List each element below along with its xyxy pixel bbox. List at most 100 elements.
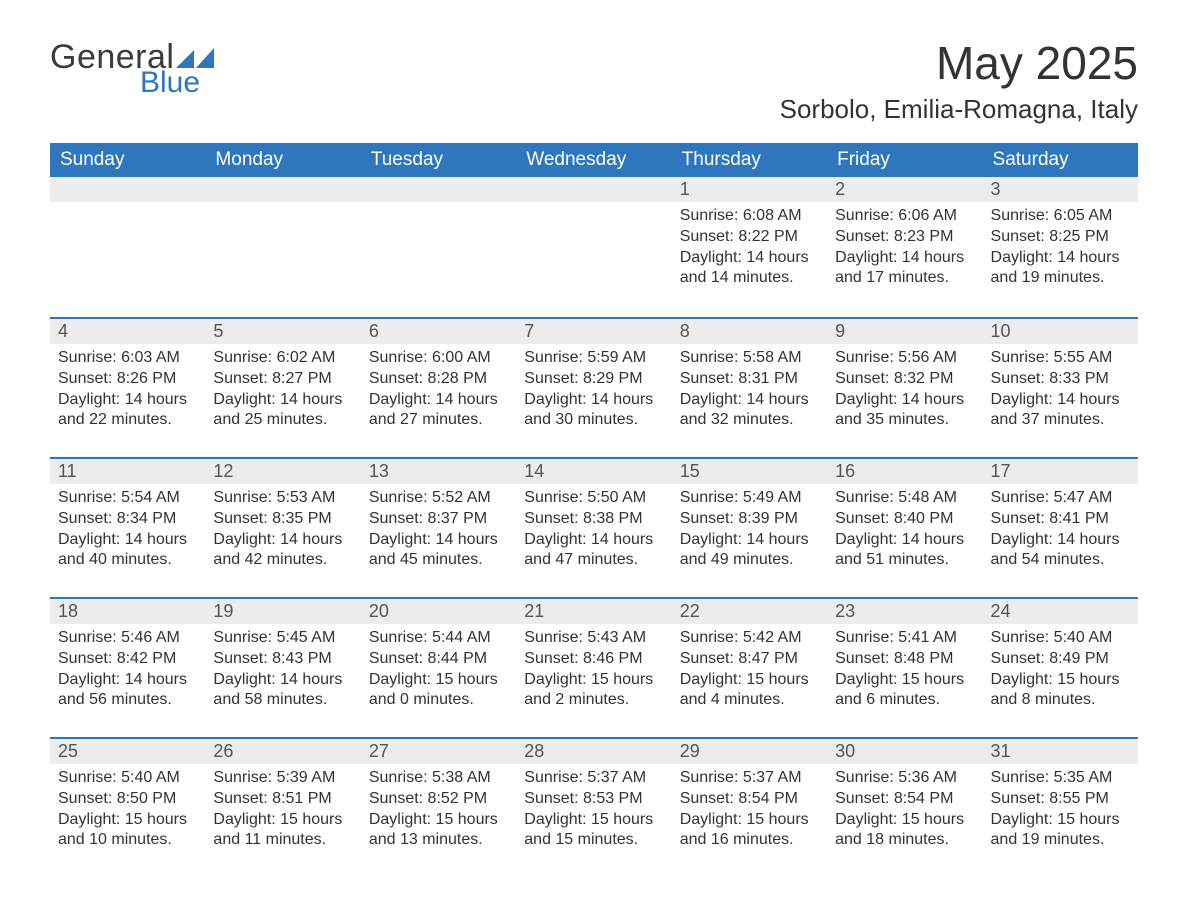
calendar-day-cell: 10Sunrise: 5:55 AMSunset: 8:33 PMDayligh… [983,317,1138,457]
daylight-text: and 19 minutes. [991,830,1130,851]
calendar-day-cell: 5Sunrise: 6:02 AMSunset: 8:27 PMDaylight… [205,317,360,457]
sunrise-text: Sunrise: 5:50 AM [524,488,663,509]
sunrise-text: Sunrise: 5:48 AM [835,488,974,509]
weekday-header: Wednesday [516,143,671,177]
weekday-header: Saturday [983,143,1138,177]
weekday-header: Monday [205,143,360,177]
day-number: 17 [983,457,1138,484]
brand-word-2: Blue [140,68,214,98]
day-number [361,177,516,202]
daylight-text: Daylight: 14 hours [58,530,197,551]
daylight-text: and 8 minutes. [991,690,1130,711]
sunset-text: Sunset: 8:29 PM [524,369,663,390]
day-details [205,202,360,212]
day-details: Sunrise: 5:59 AMSunset: 8:29 PMDaylight:… [516,344,671,437]
day-number: 21 [516,597,671,624]
day-details: Sunrise: 5:43 AMSunset: 8:46 PMDaylight:… [516,624,671,717]
daylight-text: Daylight: 14 hours [524,390,663,411]
daylight-text: Daylight: 14 hours [213,390,352,411]
day-number: 24 [983,597,1138,624]
daylight-text: and 27 minutes. [369,410,508,431]
calendar-page: General Blue May 2025 Sorbolo, Emilia-Ro… [0,0,1188,907]
day-details: Sunrise: 5:48 AMSunset: 8:40 PMDaylight:… [827,484,982,577]
day-details: Sunrise: 6:00 AMSunset: 8:28 PMDaylight:… [361,344,516,437]
day-number: 18 [50,597,205,624]
daylight-text: and 56 minutes. [58,690,197,711]
daylight-text: and 47 minutes. [524,550,663,571]
day-details: Sunrise: 5:56 AMSunset: 8:32 PMDaylight:… [827,344,982,437]
sunrise-text: Sunrise: 5:35 AM [991,768,1130,789]
month-title: May 2025 [780,40,1138,86]
sunset-text: Sunset: 8:34 PM [58,509,197,530]
sunrise-text: Sunrise: 5:40 AM [58,768,197,789]
daylight-text: and 14 minutes. [680,268,819,289]
daylight-text: Daylight: 14 hours [369,530,508,551]
weekday-header: Tuesday [361,143,516,177]
calendar-week-row: 18Sunrise: 5:46 AMSunset: 8:42 PMDayligh… [50,597,1138,737]
calendar-day-cell: 19Sunrise: 5:45 AMSunset: 8:43 PMDayligh… [205,597,360,737]
calendar-week-row: 1Sunrise: 6:08 AMSunset: 8:22 PMDaylight… [50,177,1138,317]
calendar-day-cell: 28Sunrise: 5:37 AMSunset: 8:53 PMDayligh… [516,737,671,877]
daylight-text: Daylight: 15 hours [213,810,352,831]
sunset-text: Sunset: 8:43 PM [213,649,352,670]
daylight-text: and 17 minutes. [835,268,974,289]
calendar-empty-cell [205,177,360,317]
sunrise-text: Sunrise: 5:47 AM [991,488,1130,509]
day-number: 28 [516,737,671,764]
sunset-text: Sunset: 8:25 PM [991,227,1130,248]
day-number: 10 [983,317,1138,344]
daylight-text: Daylight: 14 hours [835,248,974,269]
sunset-text: Sunset: 8:26 PM [58,369,197,390]
calendar-day-cell: 16Sunrise: 5:48 AMSunset: 8:40 PMDayligh… [827,457,982,597]
daylight-text: Daylight: 14 hours [58,390,197,411]
location-subtitle: Sorbolo, Emilia-Romagna, Italy [780,94,1138,125]
sunset-text: Sunset: 8:23 PM [835,227,974,248]
calendar-day-cell: 30Sunrise: 5:36 AMSunset: 8:54 PMDayligh… [827,737,982,877]
daylight-text: and 49 minutes. [680,550,819,571]
sunset-text: Sunset: 8:27 PM [213,369,352,390]
calendar-day-cell: 1Sunrise: 6:08 AMSunset: 8:22 PMDaylight… [672,177,827,317]
daylight-text: and 2 minutes. [524,690,663,711]
sunrise-text: Sunrise: 5:56 AM [835,348,974,369]
sunrise-text: Sunrise: 6:05 AM [991,206,1130,227]
calendar-day-cell: 14Sunrise: 5:50 AMSunset: 8:38 PMDayligh… [516,457,671,597]
daylight-text: Daylight: 15 hours [369,670,508,691]
calendar-day-cell: 11Sunrise: 5:54 AMSunset: 8:34 PMDayligh… [50,457,205,597]
daylight-text: and 13 minutes. [369,830,508,851]
sunrise-text: Sunrise: 5:43 AM [524,628,663,649]
sunset-text: Sunset: 8:47 PM [680,649,819,670]
sunrise-text: Sunrise: 5:36 AM [835,768,974,789]
day-number: 13 [361,457,516,484]
day-details: Sunrise: 5:37 AMSunset: 8:53 PMDaylight:… [516,764,671,857]
calendar-week-row: 4Sunrise: 6:03 AMSunset: 8:26 PMDaylight… [50,317,1138,457]
calendar-day-cell: 13Sunrise: 5:52 AMSunset: 8:37 PMDayligh… [361,457,516,597]
day-details: Sunrise: 6:02 AMSunset: 8:27 PMDaylight:… [205,344,360,437]
day-details: Sunrise: 5:55 AMSunset: 8:33 PMDaylight:… [983,344,1138,437]
sunrise-text: Sunrise: 6:08 AM [680,206,819,227]
weekday-header: Sunday [50,143,205,177]
day-number: 19 [205,597,360,624]
daylight-text: and 11 minutes. [213,830,352,851]
day-details: Sunrise: 5:36 AMSunset: 8:54 PMDaylight:… [827,764,982,857]
day-details [361,202,516,212]
sunset-text: Sunset: 8:35 PM [213,509,352,530]
day-details: Sunrise: 5:35 AMSunset: 8:55 PMDaylight:… [983,764,1138,857]
sunrise-text: Sunrise: 6:02 AM [213,348,352,369]
daylight-text: Daylight: 15 hours [991,810,1130,831]
calendar-day-cell: 7Sunrise: 5:59 AMSunset: 8:29 PMDaylight… [516,317,671,457]
daylight-text: Daylight: 14 hours [680,248,819,269]
daylight-text: Daylight: 14 hours [991,530,1130,551]
calendar-day-cell: 21Sunrise: 5:43 AMSunset: 8:46 PMDayligh… [516,597,671,737]
day-details: Sunrise: 5:39 AMSunset: 8:51 PMDaylight:… [205,764,360,857]
sunset-text: Sunset: 8:50 PM [58,789,197,810]
sunset-text: Sunset: 8:55 PM [991,789,1130,810]
day-details: Sunrise: 6:06 AMSunset: 8:23 PMDaylight:… [827,202,982,295]
day-number: 31 [983,737,1138,764]
calendar-empty-cell [50,177,205,317]
daylight-text: and 0 minutes. [369,690,508,711]
day-number: 15 [672,457,827,484]
day-number: 1 [672,177,827,202]
sunset-text: Sunset: 8:33 PM [991,369,1130,390]
day-details: Sunrise: 5:45 AMSunset: 8:43 PMDaylight:… [205,624,360,717]
sunrise-text: Sunrise: 5:59 AM [524,348,663,369]
